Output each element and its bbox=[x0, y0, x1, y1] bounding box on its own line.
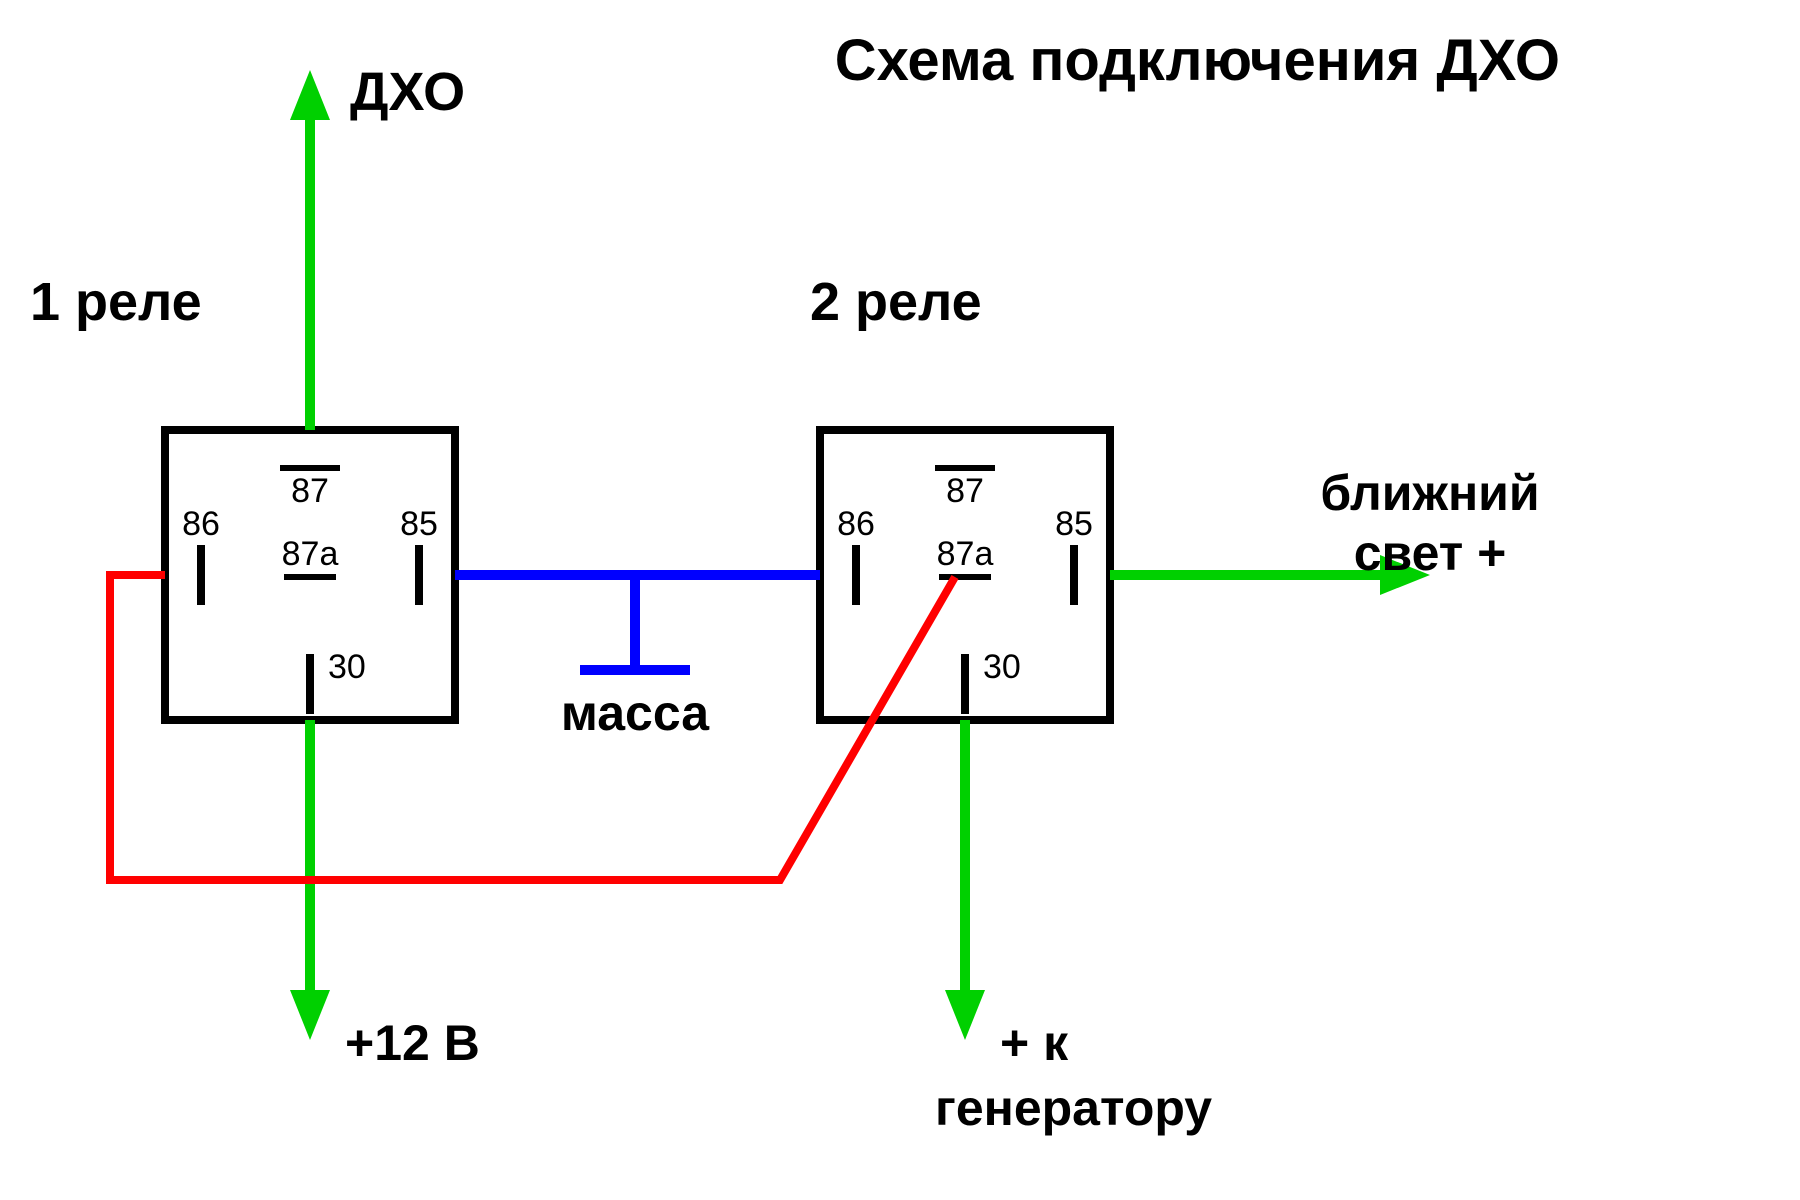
pin-30: 30 bbox=[328, 648, 366, 686]
pin-30: 30 bbox=[983, 648, 1021, 686]
wire-red-86-to-87a bbox=[110, 575, 955, 880]
label-generator-2: генератору bbox=[935, 1080, 1212, 1136]
label-ground: масса bbox=[561, 685, 710, 741]
pin-86: 86 bbox=[837, 505, 875, 543]
label-relay-1: 1 реле bbox=[30, 272, 202, 332]
pin-86: 86 bbox=[182, 505, 220, 543]
pin-87: 87 bbox=[946, 472, 984, 510]
label-generator-1: + к bbox=[1000, 1015, 1069, 1071]
label-12v: +12 В bbox=[345, 1015, 480, 1071]
label-lowbeam-1: ближний bbox=[1320, 465, 1539, 521]
pin-85: 85 bbox=[400, 505, 438, 543]
pin-87: 87 bbox=[291, 472, 329, 510]
label-relay-2: 2 реле bbox=[810, 272, 982, 332]
label-dho: ДХО bbox=[350, 62, 465, 122]
pin-87a: 87a bbox=[282, 535, 339, 573]
diagram-title: Схема подключения ДХО bbox=[835, 28, 1560, 93]
pin-85: 85 bbox=[1055, 505, 1093, 543]
pin-87a: 87a bbox=[937, 535, 994, 573]
label-lowbeam-2: свет + bbox=[1354, 525, 1507, 581]
